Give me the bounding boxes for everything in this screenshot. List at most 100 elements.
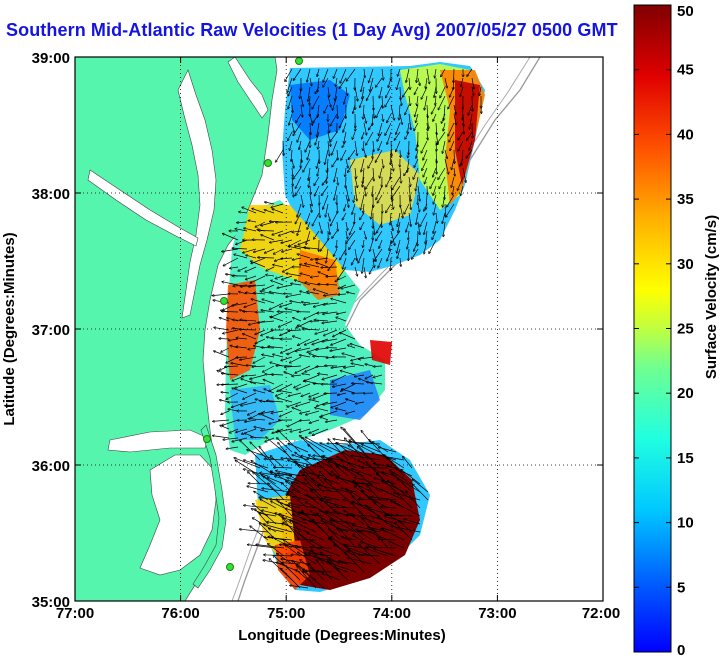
velocity-vector [354, 266, 357, 276]
velocity-vector [390, 149, 391, 165]
velocity-vector [315, 131, 320, 145]
velocity-vector [381, 490, 405, 501]
velocity-vector [323, 68, 329, 82]
velocity-vector [382, 528, 397, 533]
x-tick-label: 77:00 [56, 605, 94, 622]
velocity-vector [241, 401, 257, 406]
velocity-vector [373, 366, 383, 367]
velocity-vector [295, 185, 302, 196]
velocity-vector [424, 203, 428, 211]
velocity-vector [444, 149, 447, 158]
velocity-vector [424, 176, 428, 184]
velocity-vector [361, 542, 381, 549]
velocity-vector [327, 561, 349, 581]
velocity-vector [360, 221, 365, 230]
velocity-vector [442, 212, 446, 223]
velocity-vector [281, 458, 301, 461]
velocity-vector [356, 484, 373, 493]
velocity-vector [309, 419, 320, 423]
velocity-vector [323, 401, 338, 405]
velocity-vector [345, 521, 365, 541]
velocity-vector [408, 194, 411, 209]
velocity-vector [354, 194, 356, 202]
velocity-vector [387, 457, 405, 477]
velocity-vector [416, 140, 419, 151]
velocity-vector [420, 212, 428, 227]
velocity-vector [292, 104, 293, 113]
y-tick-label: 36:00 [32, 458, 70, 475]
velocity-vector [250, 382, 266, 385]
velocity-vector [306, 502, 333, 517]
velocity-vector [416, 212, 419, 225]
velocity-vector [413, 167, 419, 179]
velocity-vector [396, 515, 413, 516]
velocity-vector [336, 408, 347, 412]
velocity-vector [380, 167, 383, 178]
velocity-vector [354, 248, 357, 260]
velocity-vector [253, 472, 277, 493]
velocity-vector [286, 495, 309, 501]
radar-site-marker [226, 563, 234, 571]
velocity-vector [312, 338, 329, 345]
velocity-vectors [212, 68, 482, 589]
y-tick-label: 38:00 [32, 186, 70, 203]
velocity-vector [307, 68, 311, 82]
velocity-vector [223, 437, 239, 440]
velocity-vector [462, 149, 464, 165]
velocity-vector [436, 212, 437, 223]
velocity-vector [472, 95, 473, 111]
velocity-vector [235, 229, 248, 232]
velocity-vector [306, 437, 333, 453]
velocity-vector [271, 203, 284, 207]
velocity-vector [479, 86, 482, 96]
velocity-vector [282, 563, 301, 565]
velocity-vector [327, 131, 331, 146]
velocity-vector [236, 338, 248, 339]
velocity-vector [273, 354, 284, 358]
velocity-vector [326, 167, 329, 183]
velocity-vector [421, 140, 428, 153]
velocity-vector [333, 521, 357, 525]
velocity-vector [355, 167, 356, 178]
velocity-vector [240, 356, 257, 360]
velocity-vector [390, 158, 394, 171]
velocity-vector [398, 68, 401, 76]
velocity-vector [318, 476, 341, 485]
velocity-vector [299, 140, 302, 149]
velocity-vector [400, 149, 401, 157]
velocity-vector [373, 140, 374, 151]
velocity-vector [341, 460, 365, 469]
velocity-vector [273, 265, 284, 268]
velocity-vector [320, 417, 329, 421]
velocity-vector [270, 292, 284, 295]
velocity-vector [327, 212, 330, 221]
velocity-vector [232, 302, 248, 306]
velocity-vector [405, 104, 410, 115]
velocity-vector [302, 302, 311, 303]
velocity-vector [363, 104, 364, 119]
velocity-vector [391, 257, 392, 270]
velocity-vector [348, 158, 356, 172]
pamlico-sound [139, 454, 217, 576]
velocity-vector [352, 257, 356, 265]
velocity-vector [374, 549, 397, 557]
velocity-vector [365, 176, 374, 189]
velocity-vector [382, 113, 383, 121]
velocity-vector [338, 294, 347, 295]
velocity-vector [446, 203, 455, 217]
velocity-vector [417, 185, 420, 201]
velocity-vector [309, 113, 312, 125]
velocity-vector [468, 104, 473, 115]
velocity-vector [431, 104, 437, 114]
velocity-vector [367, 382, 383, 385]
velocity-vector [262, 410, 275, 414]
velocity-vector [310, 122, 311, 135]
velocity-vector [320, 472, 333, 485]
velocity-vector [373, 257, 374, 267]
velocity-vector [323, 77, 329, 87]
y-tick-label: 37:00 [32, 322, 70, 339]
velocity-vector [332, 158, 338, 167]
velocity-vector [444, 77, 447, 88]
velocity-vector [396, 140, 401, 152]
velocity-vector [337, 149, 338, 160]
